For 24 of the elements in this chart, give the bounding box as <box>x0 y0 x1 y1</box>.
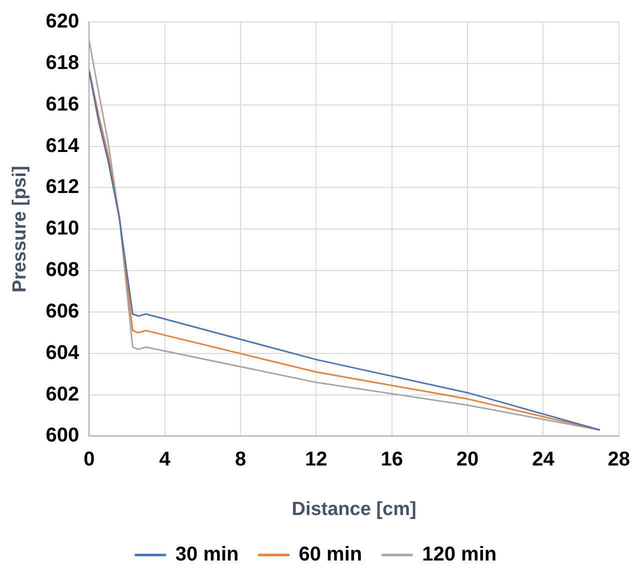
y-tick-label: 602 <box>46 383 80 406</box>
y-tick-label: 618 <box>46 52 80 74</box>
x-tick-label: 4 <box>159 448 172 471</box>
legend-label: 120 min <box>422 544 497 566</box>
y-tick-label: 612 <box>46 176 80 198</box>
x-tick-label: 28 <box>608 448 630 471</box>
legend-label: 30 min <box>175 544 239 566</box>
x-tick-label: 24 <box>532 448 556 471</box>
x-tick-label: 20 <box>456 448 479 471</box>
x-axis-title: Distance [cm] <box>292 498 416 520</box>
y-tick-label: 616 <box>46 93 80 116</box>
y-tick-label: 600 <box>46 424 80 447</box>
y-tick-label: 608 <box>46 259 80 282</box>
y-tick-label: 614 <box>46 134 80 157</box>
x-tick-label: 0 <box>84 448 95 471</box>
x-tick-label: 16 <box>380 448 403 471</box>
y-axis-title: Pressure [psi] <box>10 166 31 292</box>
legend-label: 60 min <box>298 544 362 566</box>
x-tick-label: 12 <box>305 448 328 471</box>
y-tick-label: 610 <box>46 218 80 240</box>
y-tick-label: 620 <box>46 10 80 33</box>
y-tick-label: 604 <box>46 342 80 364</box>
x-tick-label: 8 <box>234 448 246 471</box>
y-tick-label: 606 <box>46 300 80 322</box>
